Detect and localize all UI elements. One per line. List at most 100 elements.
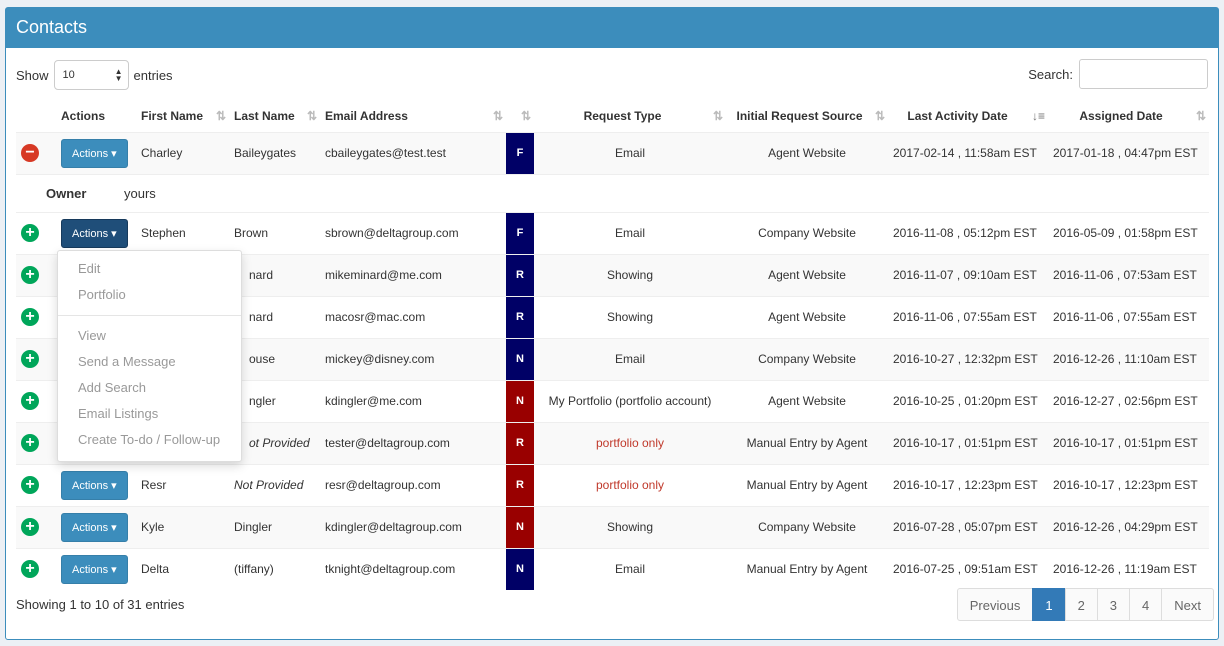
request-type: Email [534, 337, 726, 380]
menu-item-add-search[interactable]: Add Search [78, 380, 146, 395]
col-header: Actions [56, 100, 136, 132]
assigned-date: 2016-11-06 , 07:53am EST [1048, 253, 1209, 296]
first-name: Resr [136, 463, 229, 506]
request-type: portfolio only [534, 463, 726, 506]
col-header[interactable]: Assigned Date ⇅ [1048, 100, 1209, 132]
assigned-date: 2016-12-26 , 11:19am EST [1048, 547, 1209, 590]
badge-cell: N [506, 547, 534, 590]
sort-desc-icon: ↓≡ [1031, 109, 1045, 123]
expand-row-icon[interactable]: + [21, 434, 39, 452]
assigned-date: 2016-10-17 , 12:23pm EST [1048, 463, 1209, 506]
caret-down-icon: ▾ [108, 521, 117, 534]
last-activity-date: 2016-07-25 , 09:51am EST [888, 547, 1048, 590]
status-badge: R [506, 465, 534, 506]
col-header[interactable]: Last Name ⇅ [229, 100, 320, 132]
expand-row-icon[interactable]: + [21, 224, 39, 242]
status-badge: N [506, 381, 534, 422]
table-row: + Actions ▾ Resr Not Provided resr@deltagrou… [16, 463, 1209, 506]
col-header-label: Last Name [234, 108, 295, 123]
page-2[interactable]: 2 [1064, 588, 1098, 621]
col-header[interactable]: Request Type ⇅ [534, 100, 726, 132]
last-name: ot Provided [229, 421, 320, 464]
first-name: Stephen [136, 211, 229, 254]
expand-row-icon[interactable]: + [21, 266, 39, 284]
col-header[interactable]: Initial Request Source ⇅ [726, 100, 888, 132]
menu-item-create-to-do-follow-up[interactable]: Create To-do / Follow-up [78, 432, 221, 447]
page-4[interactable]: 4 [1129, 588, 1163, 621]
first-name: Charley [136, 131, 229, 174]
status-badge: N [506, 339, 534, 380]
table-info: Showing 1 to 10 of 31 entries [16, 597, 185, 612]
status-badge: N [506, 548, 534, 590]
page-1[interactable]: 1 [1032, 588, 1066, 621]
expand-cell: + [16, 253, 56, 296]
page-3[interactable]: 3 [1096, 588, 1131, 621]
collapse-row-icon[interactable]: − [21, 144, 39, 162]
first-name: Kyle [136, 505, 229, 548]
col-header-label: Last Activity Date [907, 108, 1008, 123]
actions-button[interactable]: Actions ▾ [61, 138, 128, 168]
email: mickey@disney.com [320, 337, 506, 380]
page-length-select[interactable]: 10 ▲ ▼ [53, 60, 129, 90]
col-header[interactable]: Last Activity Date ↓≡ [888, 100, 1048, 132]
table-row: − Actions ▾ Charley Baileygates cbaileygates… [16, 131, 1209, 174]
actions-button[interactable]: Actions ▾ [61, 554, 128, 584]
request-type: My Portfolio (portfolio account) [534, 379, 726, 422]
expand-cell: + [16, 295, 56, 338]
menu-item-view[interactable]: View [78, 328, 106, 343]
badge-cell: R [506, 295, 534, 338]
pagination: Previous 1 2 3 4 Next [956, 588, 1214, 621]
caret-down-icon: ▾ [108, 479, 117, 492]
actions-button[interactable]: Actions ▾ [61, 218, 128, 248]
actions-button[interactable]: Actions ▾ [61, 470, 128, 500]
stepper-icon: ▲ ▼ [114, 67, 123, 83]
last-name: Baileygates [229, 131, 320, 174]
show-label: Show [16, 67, 49, 83]
expand-row-icon[interactable]: + [21, 392, 39, 410]
expand-row-icon[interactable]: + [21, 476, 39, 494]
page-previous[interactable]: Previous [956, 588, 1034, 621]
expand-row-icon[interactable]: + [21, 560, 39, 578]
col-header[interactable]: First Name ⇅ [136, 100, 229, 132]
menu-item-portfolio[interactable]: Portfolio [78, 287, 126, 302]
request-source: Agent Website [726, 295, 888, 338]
badge-cell: N [506, 505, 534, 548]
table-row: + Actions ▾ Delta (tiffany) tknight@deltagro… [16, 547, 1209, 590]
actions-label: Actions [72, 479, 109, 492]
last-name: (tiffany) [229, 547, 320, 590]
search-label: Search: [1028, 66, 1073, 82]
last-name: nard [229, 295, 320, 338]
expand-row-icon[interactable]: + [21, 518, 39, 536]
menu-item-email-listings[interactable]: Email Listings [78, 406, 159, 421]
sort-icon: ⇅ [492, 109, 503, 123]
col-header[interactable]: ⇅ [506, 100, 534, 132]
table-row: + Actions ▾ Stephen Brown sbrown@deltagroup.… [16, 211, 1209, 254]
badge-cell: N [506, 337, 534, 380]
search-input[interactable] [1079, 59, 1208, 89]
request-source: Agent Website [726, 131, 888, 174]
col-header[interactable]: Email Address ⇅ [320, 100, 506, 132]
menu-item-edit[interactable]: Edit [78, 261, 101, 276]
sort-icon: ⇅ [712, 109, 723, 123]
actions-button[interactable]: Actions ▾ [61, 512, 128, 542]
expand-cell: + [16, 337, 56, 380]
expand-row-icon[interactable]: + [21, 350, 39, 368]
search: Search: [1028, 59, 1208, 89]
expand-row-icon[interactable]: + [21, 308, 39, 326]
expand-cell: + [16, 463, 56, 506]
request-type: Showing [534, 505, 726, 548]
child-row: Owner yours [16, 173, 1209, 212]
col-header-label: Assigned Date [1079, 108, 1163, 123]
actions-label: Actions [72, 147, 109, 160]
actions-cell: Actions ▾ [56, 131, 136, 174]
col-toggle [16, 100, 56, 132]
badge-cell: R [506, 253, 534, 296]
expand-cell: + [16, 379, 56, 422]
owner-detail: Owner yours [16, 173, 1209, 212]
last-activity-date: 2016-10-17 , 12:23pm EST [888, 463, 1048, 506]
page-next[interactable]: Next [1161, 588, 1214, 621]
status-badge: R [506, 255, 534, 296]
menu-item-send-a-message[interactable]: Send a Message [78, 354, 176, 369]
last-activity-date: 2016-10-25 , 01:20pm EST [888, 379, 1048, 422]
